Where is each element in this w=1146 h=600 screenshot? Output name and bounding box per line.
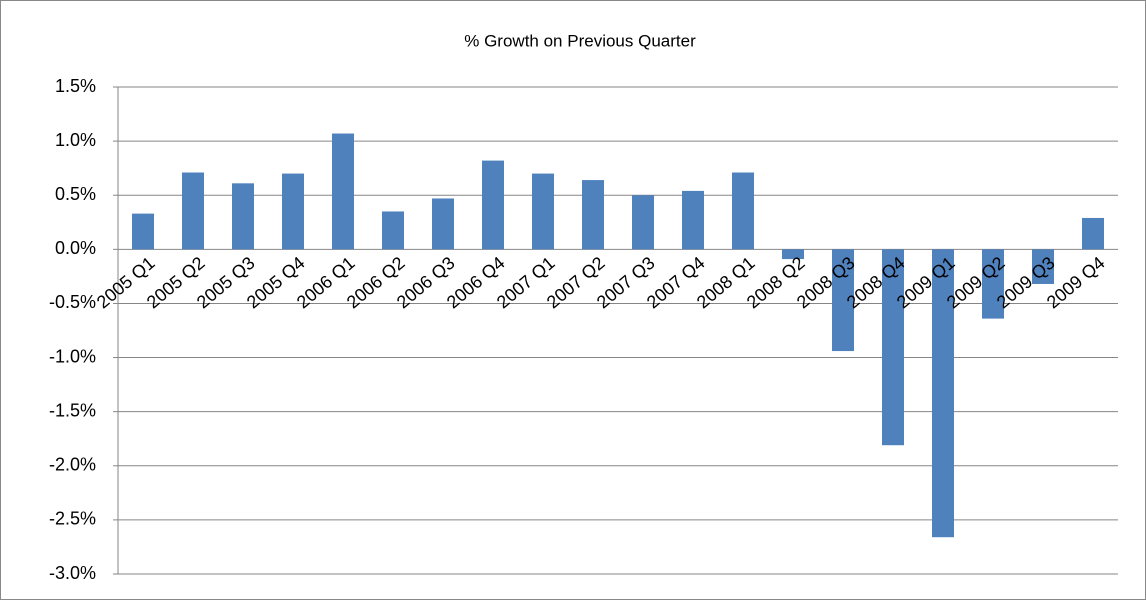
- bar: [1032, 249, 1054, 284]
- bar: [382, 211, 404, 250]
- y-tick-label: -2.0%: [49, 455, 96, 475]
- bar: [1082, 217, 1104, 250]
- bar: [682, 190, 704, 250]
- bar: [432, 198, 454, 250]
- y-tick-label: 0.0%: [55, 238, 96, 258]
- y-tick-label: -1.5%: [49, 400, 96, 420]
- bar: [932, 249, 954, 538]
- y-tick-label: -2.5%: [49, 509, 96, 529]
- bar: [782, 249, 804, 260]
- bar: [282, 173, 304, 250]
- bar: [982, 249, 1004, 319]
- chart-title: % Growth on Previous Quarter: [464, 31, 696, 50]
- y-tick-label: -3.0%: [49, 563, 96, 583]
- y-tick-label: -0.5%: [49, 292, 96, 312]
- bar: [732, 172, 754, 250]
- bar: [332, 133, 354, 250]
- bar: [582, 180, 604, 250]
- y-tick-label: -1.0%: [49, 346, 96, 366]
- y-tick-label: 1.0%: [55, 130, 96, 150]
- bar: [182, 172, 204, 250]
- bar: [832, 249, 854, 352]
- bar: [632, 195, 654, 250]
- bar: [132, 213, 154, 250]
- bar: [482, 160, 504, 250]
- bar: [232, 183, 254, 250]
- y-tick-label: 1.5%: [55, 76, 96, 96]
- y-tick-label: 0.5%: [55, 184, 96, 204]
- bar: [532, 173, 554, 250]
- bar: [882, 249, 904, 446]
